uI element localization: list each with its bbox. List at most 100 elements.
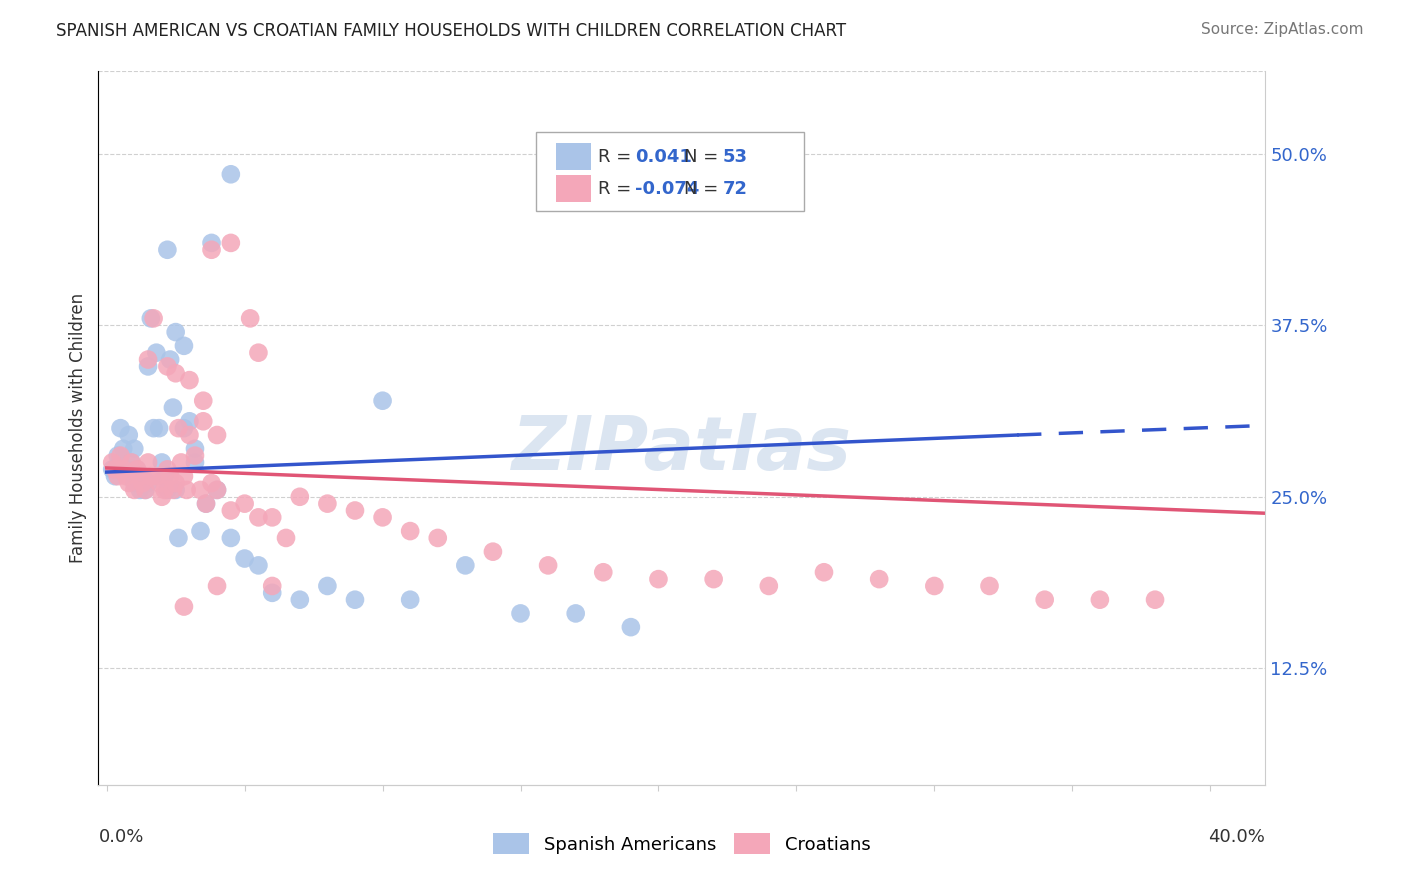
Point bbox=[184, 455, 207, 469]
Point bbox=[426, 531, 449, 545]
Point bbox=[148, 476, 170, 491]
Point bbox=[1088, 592, 1111, 607]
Point bbox=[193, 414, 215, 428]
Point bbox=[262, 579, 284, 593]
Point bbox=[142, 311, 165, 326]
Point bbox=[620, 620, 643, 634]
Point bbox=[162, 483, 184, 497]
Point bbox=[179, 373, 201, 387]
Y-axis label: Family Households with Children: Family Households with Children bbox=[69, 293, 87, 563]
Point bbox=[219, 235, 242, 250]
Point bbox=[110, 449, 132, 463]
Point bbox=[112, 442, 135, 456]
Point bbox=[758, 579, 780, 593]
Point bbox=[118, 476, 141, 491]
Point bbox=[316, 497, 339, 511]
Point bbox=[156, 359, 179, 374]
Point bbox=[107, 469, 129, 483]
Point bbox=[124, 483, 146, 497]
FancyBboxPatch shape bbox=[555, 143, 591, 169]
Point bbox=[454, 558, 477, 573]
Point bbox=[150, 455, 173, 469]
FancyBboxPatch shape bbox=[555, 175, 591, 202]
Point bbox=[205, 483, 228, 497]
Point bbox=[134, 483, 156, 497]
Point bbox=[703, 572, 725, 586]
Point bbox=[200, 235, 222, 250]
Point bbox=[195, 497, 218, 511]
Point bbox=[173, 339, 195, 353]
Point bbox=[104, 469, 127, 483]
Text: ZIPatlas: ZIPatlas bbox=[512, 413, 852, 486]
Point bbox=[136, 359, 159, 374]
Point bbox=[139, 311, 162, 326]
Point bbox=[128, 483, 150, 497]
Point bbox=[184, 442, 207, 456]
Point bbox=[165, 476, 187, 491]
Point bbox=[288, 592, 311, 607]
Point bbox=[110, 421, 132, 435]
Point bbox=[399, 524, 422, 538]
Point bbox=[173, 469, 195, 483]
Point bbox=[219, 531, 242, 545]
Point bbox=[101, 462, 124, 476]
Point bbox=[247, 510, 270, 524]
Point bbox=[121, 455, 143, 469]
Point bbox=[813, 566, 835, 580]
Point bbox=[153, 483, 176, 497]
Point bbox=[979, 579, 1001, 593]
Point bbox=[139, 469, 162, 483]
Point bbox=[184, 449, 207, 463]
Point bbox=[173, 599, 195, 614]
Point bbox=[343, 503, 366, 517]
Point bbox=[190, 483, 212, 497]
Text: 0.0%: 0.0% bbox=[98, 828, 143, 846]
Point bbox=[924, 579, 946, 593]
Text: 72: 72 bbox=[723, 180, 748, 198]
Point bbox=[165, 366, 187, 380]
Point bbox=[262, 510, 284, 524]
Text: N =: N = bbox=[685, 180, 724, 198]
Point bbox=[125, 462, 148, 476]
Text: N =: N = bbox=[685, 148, 724, 166]
Point bbox=[156, 462, 179, 476]
Point bbox=[131, 469, 153, 483]
Point bbox=[107, 449, 129, 463]
Point bbox=[274, 531, 297, 545]
Point bbox=[399, 592, 422, 607]
Point bbox=[125, 462, 148, 476]
Point bbox=[316, 579, 339, 593]
Point bbox=[128, 469, 150, 483]
Point bbox=[592, 566, 614, 580]
Point bbox=[142, 421, 165, 435]
Text: 53: 53 bbox=[723, 148, 748, 166]
Point bbox=[537, 558, 560, 573]
Point bbox=[219, 167, 242, 181]
Point bbox=[145, 469, 167, 483]
Point bbox=[131, 476, 153, 491]
Point bbox=[134, 483, 156, 497]
Point bbox=[247, 558, 270, 573]
Point bbox=[165, 325, 187, 339]
Point bbox=[170, 455, 193, 469]
Text: 0.041: 0.041 bbox=[636, 148, 692, 166]
Text: R =: R = bbox=[598, 148, 637, 166]
Point bbox=[233, 551, 256, 566]
Point bbox=[167, 421, 190, 435]
Point bbox=[233, 497, 256, 511]
Point bbox=[205, 428, 228, 442]
Point bbox=[247, 345, 270, 359]
Legend: Spanish Americans, Croatians: Spanish Americans, Croatians bbox=[486, 826, 877, 862]
Point bbox=[262, 586, 284, 600]
Point bbox=[343, 592, 366, 607]
Text: Source: ZipAtlas.com: Source: ZipAtlas.com bbox=[1201, 22, 1364, 37]
Point bbox=[136, 455, 159, 469]
Point bbox=[173, 421, 195, 435]
Point bbox=[110, 455, 132, 469]
Point bbox=[509, 607, 531, 621]
Point bbox=[136, 352, 159, 367]
Point bbox=[104, 462, 127, 476]
Point bbox=[150, 490, 173, 504]
Point bbox=[124, 476, 146, 491]
Text: R =: R = bbox=[598, 180, 637, 198]
